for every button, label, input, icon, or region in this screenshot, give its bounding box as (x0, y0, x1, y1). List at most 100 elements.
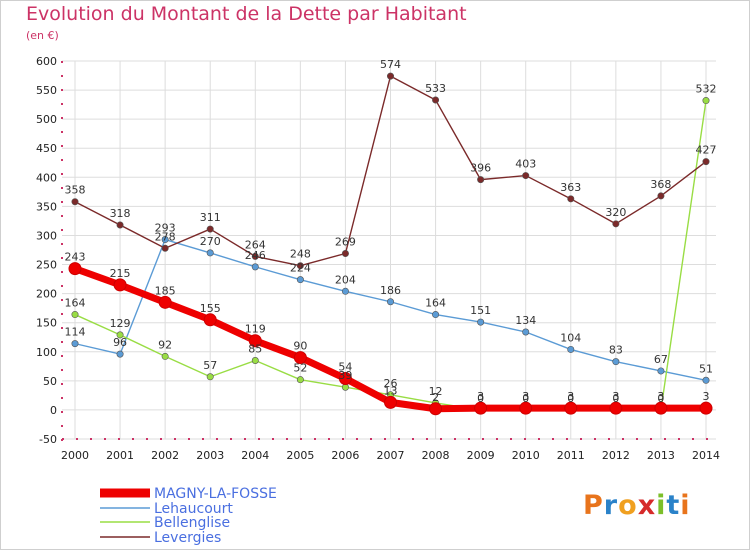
data-point (657, 367, 665, 375)
data-point (116, 221, 124, 229)
data-label: 134 (515, 314, 536, 327)
data-label: 85 (248, 342, 262, 355)
data-point (432, 311, 440, 319)
data-point (161, 236, 169, 244)
x-axis-dot (636, 438, 638, 440)
chart-title: Evolution du Montant de la Dette par Hab… (26, 3, 467, 25)
logo-letter: i (656, 490, 667, 521)
data-label: 270 (200, 235, 221, 248)
x-axis-dot (216, 438, 218, 440)
x-axis-dot (160, 438, 162, 440)
x-axis-dot (258, 438, 260, 440)
y-axis-dot (61, 215, 63, 217)
y-tick-label: 250 (36, 259, 57, 272)
data-point (206, 249, 214, 257)
data-label: 264 (245, 238, 266, 251)
x-axis-dot (384, 438, 386, 440)
x-axis-dot (328, 438, 330, 440)
data-point (296, 276, 304, 284)
data-label: 54 (338, 361, 352, 374)
x-tick-label: 2007 (377, 449, 405, 462)
y-tick-label: -50 (39, 433, 57, 446)
data-point (519, 401, 533, 415)
data-label: 3 (657, 390, 664, 403)
data-label: 13 (384, 384, 398, 397)
data-point (161, 244, 169, 252)
y-axis-dot (61, 61, 63, 63)
data-label: 52 (293, 362, 307, 375)
data-label: 114 (65, 326, 86, 339)
x-tick-label: 2009 (467, 449, 495, 462)
x-axis-dot (62, 438, 64, 440)
y-tick-label: 150 (36, 317, 57, 330)
data-label: 104 (560, 331, 581, 344)
y-tick-label: 300 (36, 229, 57, 242)
data-label: 0 (522, 392, 529, 405)
data-label: 243 (65, 251, 86, 264)
data-label: 185 (155, 284, 176, 297)
y-axis-dot (61, 173, 63, 175)
x-axis-dot (412, 438, 414, 440)
x-axis-dot (622, 438, 624, 440)
data-point (702, 158, 710, 166)
data-point (477, 176, 485, 184)
logo-letter: x (637, 490, 657, 521)
x-tick-label: 2003 (196, 449, 224, 462)
data-point (251, 252, 259, 260)
x-axis-dot (356, 438, 358, 440)
data-point (161, 352, 169, 360)
data-label: 129 (110, 317, 131, 330)
x-axis-dot (510, 438, 512, 440)
data-point (654, 401, 668, 415)
data-point (296, 376, 304, 384)
x-axis-dot (132, 438, 134, 440)
logo-letter: o (618, 490, 638, 521)
y-axis-dot (61, 243, 63, 245)
x-tick-label: 2001 (106, 449, 134, 462)
data-label: 427 (696, 144, 717, 157)
y-axis-dot (61, 117, 63, 119)
logo-letter: i (680, 490, 691, 521)
y-axis-dot (61, 341, 63, 343)
data-label: 83 (609, 344, 623, 357)
data-label: 293 (155, 222, 176, 235)
data-point (203, 313, 217, 327)
x-axis-dot (188, 438, 190, 440)
x-axis-dot (468, 438, 470, 440)
x-axis-dot (608, 438, 610, 440)
data-point (609, 401, 623, 415)
data-label: 368 (650, 178, 671, 191)
logo-letter: t (666, 490, 681, 521)
x-axis-dot (538, 438, 540, 440)
data-point (341, 249, 349, 257)
data-label: 12 (429, 385, 443, 398)
data-point (564, 401, 578, 415)
data-point (386, 298, 394, 306)
x-axis-dot (664, 438, 666, 440)
data-point (113, 278, 127, 292)
data-point (248, 334, 262, 348)
data-label: 26 (384, 377, 398, 390)
data-point (384, 395, 397, 409)
y-tick-label: 400 (36, 171, 57, 184)
data-point (71, 198, 79, 206)
x-axis-dot (300, 438, 302, 440)
data-label: 215 (110, 267, 131, 280)
x-axis-dot (454, 438, 456, 440)
x-axis-dot (594, 438, 596, 440)
x-axis-dot (650, 438, 652, 440)
data-point (206, 373, 214, 381)
y-tick-label: 500 (36, 113, 57, 126)
data-label: 0 (567, 392, 574, 405)
x-axis-dot (244, 438, 246, 440)
x-axis-dot (524, 438, 526, 440)
x-axis-dot (118, 438, 120, 440)
data-point (296, 262, 304, 270)
y-axis-dot (61, 271, 63, 273)
data-point (116, 331, 124, 339)
data-point (702, 97, 710, 105)
data-label: 311 (200, 211, 221, 224)
data-point (68, 262, 82, 276)
data-point (474, 401, 488, 415)
